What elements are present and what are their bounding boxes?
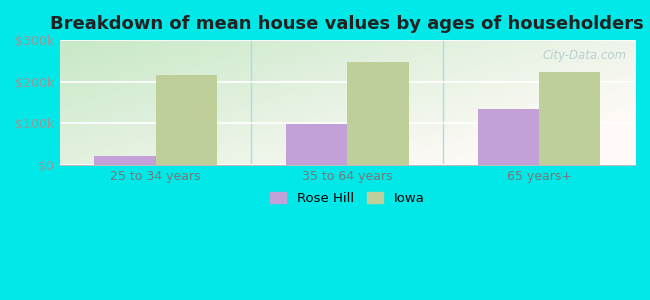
- Bar: [478, 110, 539, 165]
- Bar: [155, 75, 217, 165]
- Bar: [347, 62, 409, 165]
- Bar: [94, 156, 155, 165]
- Bar: [286, 124, 347, 165]
- Bar: [539, 72, 601, 165]
- Title: Breakdown of mean house values by ages of householders: Breakdown of mean house values by ages o…: [51, 15, 644, 33]
- Legend: Rose Hill, Iowa: Rose Hill, Iowa: [265, 186, 430, 210]
- Text: City-Data.com: City-Data.com: [542, 49, 627, 62]
